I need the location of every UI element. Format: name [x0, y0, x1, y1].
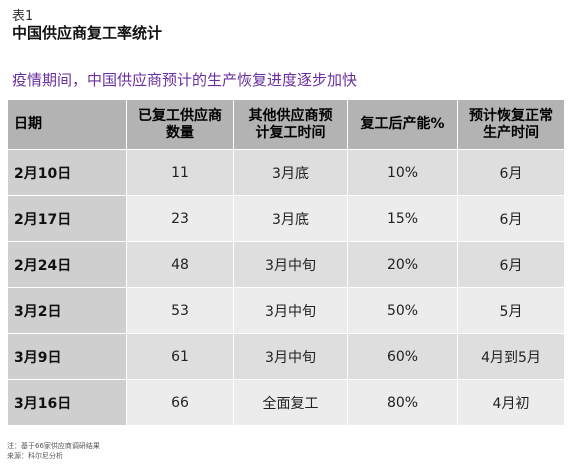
table-row: 3月2日 53 3月中旬 50% 5月: [7, 287, 565, 334]
table-cell: 3月底: [233, 149, 348, 196]
table-cell: 6月: [457, 149, 565, 196]
table-title: 中国供应商复工率统计: [12, 24, 163, 42]
table-cell: 6月: [457, 195, 565, 242]
date-cell: 3月2日: [7, 287, 127, 334]
table-row: 3月16日 66 全面复工 80% 4月初: [7, 379, 565, 426]
table-row: 2月10日 11 3月底 10% 6月: [7, 149, 565, 196]
footnote: 注：基于66家供应商调研结果: [7, 442, 100, 450]
table-cell: 3月中旬: [233, 287, 348, 334]
table-header-row: 日期 已复工供应商 数量 其他供应商预 计复工时间 复工后产能% 预计恢复正常 …: [7, 99, 565, 150]
date-cell: 2月17日: [7, 195, 127, 242]
header-cell: 日期: [7, 99, 127, 150]
header-cell: 预计恢复正常 生产时间: [457, 99, 565, 150]
table-cell: 4月到5月: [457, 333, 565, 380]
date-cell: 3月16日: [7, 379, 127, 426]
table-cell: 66: [126, 379, 234, 426]
table-cell: 23: [126, 195, 234, 242]
table-cell: 3月底: [233, 195, 348, 242]
table-cell: 3月中旬: [233, 333, 348, 380]
table-row: 3月9日 61 3月中旬 60% 4月到5月: [7, 333, 565, 380]
table-row: 2月17日 23 3月底 15% 6月: [7, 195, 565, 242]
table-cell: 5月: [457, 287, 565, 334]
header-cell: 其他供应商预 计复工时间: [233, 99, 348, 150]
table-subtitle: 疫情期间，中国供应商预计的生产恢复进度逐步加快: [12, 71, 358, 89]
table-cell: 48: [126, 241, 234, 288]
table-cell: 53: [126, 287, 234, 334]
table-cell: 10%: [347, 149, 458, 196]
date-cell: 3月9日: [7, 333, 127, 380]
table-row: 2月24日 48 3月中旬 20% 6月: [7, 241, 565, 288]
source-note: 来源：科尔尼分析: [7, 452, 63, 460]
table-cell: 61: [126, 333, 234, 380]
table-cell: 11: [126, 149, 234, 196]
header-cell: 复工后产能%: [347, 99, 458, 150]
table-label: 表1: [12, 9, 34, 24]
table-cell: 6月: [457, 241, 565, 288]
table-cell: 50%: [347, 287, 458, 334]
data-table: 日期 已复工供应商 数量 其他供应商预 计复工时间 复工后产能% 预计恢复正常 …: [7, 99, 565, 426]
date-cell: 2月10日: [7, 149, 127, 196]
header-cell: 已复工供应商 数量: [126, 99, 234, 150]
date-cell: 2月24日: [7, 241, 127, 288]
table-cell: 15%: [347, 195, 458, 242]
table-cell: 20%: [347, 241, 458, 288]
table-cell: 4月初: [457, 379, 565, 426]
table-cell: 80%: [347, 379, 458, 426]
table-cell: 3月中旬: [233, 241, 348, 288]
table-cell: 全面复工: [233, 379, 348, 426]
table-cell: 60%: [347, 333, 458, 380]
